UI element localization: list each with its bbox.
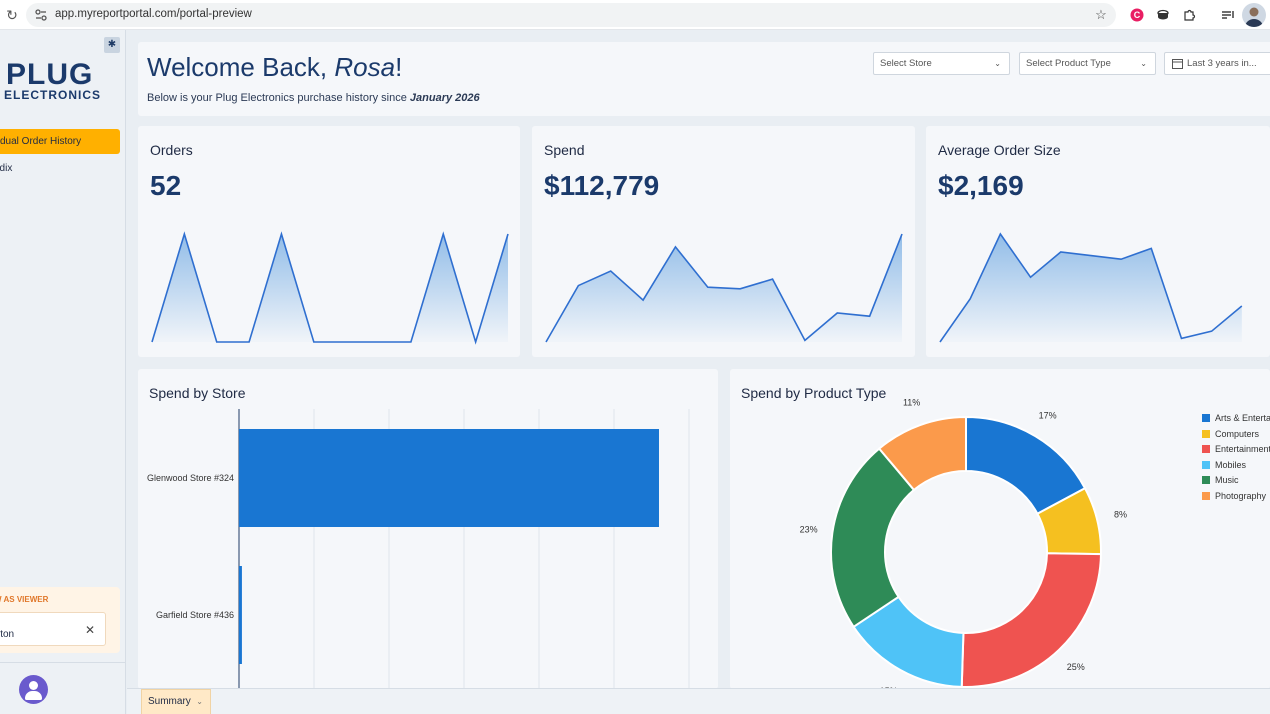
kpi-label: Spend xyxy=(544,142,585,158)
browser-toolbar: ↻ app.myreportportal.com/portal-preview … xyxy=(0,0,1270,30)
user-name: Rosa xyxy=(334,52,396,82)
pin-icon[interactable]: ✱ xyxy=(104,37,120,53)
legend-item[interactable]: Photography xyxy=(1202,491,1266,501)
pie-slice xyxy=(877,415,967,492)
legend-swatch xyxy=(1202,414,1210,422)
svg-text:C: C xyxy=(1134,10,1141,20)
nav-item-appendix[interactable]: ndix xyxy=(0,163,13,174)
slice-label: 8% xyxy=(1114,510,1127,520)
kpi-label: Orders xyxy=(150,142,193,158)
sparkline-line xyxy=(545,233,903,343)
slice-label: 25% xyxy=(1067,662,1085,672)
legend-swatch xyxy=(1202,445,1210,454)
legend-swatch xyxy=(1202,460,1210,469)
spend-by-store-panel: Spend by Store Glenwood Store #324 Garfie… xyxy=(138,369,718,689)
legend-item[interactable]: Arts & Entertai xyxy=(1202,413,1270,423)
logo-subtext: ELECTRONICS xyxy=(4,88,102,102)
bar xyxy=(239,429,659,527)
tab-summary[interactable]: Summary ⌄ xyxy=(141,689,211,714)
viewer-value: wton xyxy=(0,629,15,640)
legend-item[interactable]: Computers xyxy=(1202,429,1259,439)
pie-slice xyxy=(960,552,1102,688)
extension-disk-icon[interactable] xyxy=(1154,6,1172,24)
kpi-card-orders: Orders 52 xyxy=(138,126,520,357)
legend-swatch xyxy=(1202,429,1210,438)
legend-label: Mobiles xyxy=(1215,459,1247,470)
view-as-viewer-panel: W AS VIEWER s wton ✕ xyxy=(0,587,120,653)
sparkline-line xyxy=(939,232,1243,343)
slice-label: 23% xyxy=(800,524,818,534)
sparkline-line xyxy=(151,231,509,345)
spend-by-store-chart[interactable]: Glenwood Store #324 Garfield Store #436 xyxy=(138,369,718,689)
bar xyxy=(239,566,242,664)
page-subtitle: Below is your Plug Electronics purchase … xyxy=(147,92,480,104)
site-info-icon[interactable] xyxy=(34,8,48,22)
legend-item[interactable]: Music xyxy=(1202,475,1239,485)
welcome-header: Welcome Back, Rosa! Below is your Plug E… xyxy=(138,42,1270,116)
spend-by-product-chart[interactable]: 17% 8% 25% 15% 23% 11% xyxy=(730,369,1270,689)
close-icon[interactable]: ✕ xyxy=(84,623,95,637)
legend-item[interactable]: Mobiles xyxy=(1202,460,1246,470)
page-title: Welcome Back, Rosa! xyxy=(147,52,403,82)
kpi-value: $112,779 xyxy=(544,170,660,201)
kpi-card-spend: Spend $112,779 xyxy=(532,126,915,357)
url-text[interactable]: app.myreportportal.com/portal-preview xyxy=(55,8,252,20)
category-label: Garfield Store #436 xyxy=(156,610,234,620)
sparkline-area xyxy=(152,234,508,342)
legend-label: Photography xyxy=(1215,491,1267,501)
kpi-label: Average Order Size xyxy=(938,142,1061,158)
legend-label: Arts & Entertai xyxy=(1215,413,1270,423)
view-as-viewer-label: W AS VIEWER xyxy=(0,595,49,604)
viewer-selection[interactable]: s wton ✕ xyxy=(0,612,106,646)
legend-swatch xyxy=(1202,476,1210,485)
product-type-select[interactable]: Select Product Type ⌄ xyxy=(1019,52,1156,75)
legend-swatch xyxy=(1202,492,1210,500)
media-queue-icon[interactable] xyxy=(1219,6,1237,24)
chevron-down-icon: ⌄ xyxy=(994,59,1001,68)
legend-item[interactable]: Entertainment xyxy=(1202,444,1270,454)
extension-c-icon[interactable]: C xyxy=(1128,6,1146,24)
legend-label: Computers xyxy=(1215,428,1260,439)
chevron-down-icon: ⌄ xyxy=(196,697,203,706)
divider xyxy=(0,662,125,663)
since-date: January 2026 xyxy=(409,92,480,104)
store-select[interactable]: Select Store ⌄ xyxy=(873,52,1010,75)
category-label: Glenwood Store #324 xyxy=(147,473,234,483)
kpi-card-average-order-size: Average Order Size $2,169 xyxy=(926,126,1270,357)
calendar-icon xyxy=(1172,59,1183,69)
spend-by-product-panel: Spend by Product Type 17%8%25%15%23%11% … xyxy=(730,369,1270,689)
pie-slice xyxy=(830,447,916,629)
logo-text: PLUG xyxy=(6,58,94,91)
sparkline-spend[interactable] xyxy=(532,126,915,357)
nav-item-order-history[interactable]: dual Order History xyxy=(0,129,120,154)
user-avatar[interactable] xyxy=(19,675,48,704)
page-tabs: Summary ⌄ xyxy=(127,688,1270,714)
bookmark-star-icon[interactable]: ☆ xyxy=(1095,7,1107,22)
sparkline-average-order-size[interactable] xyxy=(926,126,1270,357)
sparkline-area xyxy=(940,234,1242,342)
slice-label: 11% xyxy=(903,398,920,408)
sidebar: ✱ PLUG ELECTRONICS dual Order History nd… xyxy=(0,30,126,714)
legend-label: Entertainment xyxy=(1215,444,1270,455)
reload-icon[interactable]: ↻ xyxy=(6,7,18,23)
legend-label: Music xyxy=(1215,475,1239,486)
slice-label: 17% xyxy=(1039,411,1057,421)
extensions-puzzle-icon[interactable] xyxy=(1180,6,1198,24)
kpi-value: 52 xyxy=(150,170,182,201)
panel-title: Spend by Store xyxy=(149,385,246,401)
kpi-value: $2,169 xyxy=(938,170,1024,201)
panel-title: Spend by Product Type xyxy=(741,385,887,401)
sparkline-orders[interactable] xyxy=(138,126,520,357)
slice-label: 15% xyxy=(880,686,898,689)
logo: PLUG ELECTRONICS xyxy=(0,58,118,106)
date-range-select[interactable]: Last 3 years in... xyxy=(1164,52,1270,75)
chevron-down-icon: ⌄ xyxy=(1140,59,1147,68)
address-bar[interactable] xyxy=(26,3,1116,27)
profile-avatar[interactable] xyxy=(1242,3,1266,27)
